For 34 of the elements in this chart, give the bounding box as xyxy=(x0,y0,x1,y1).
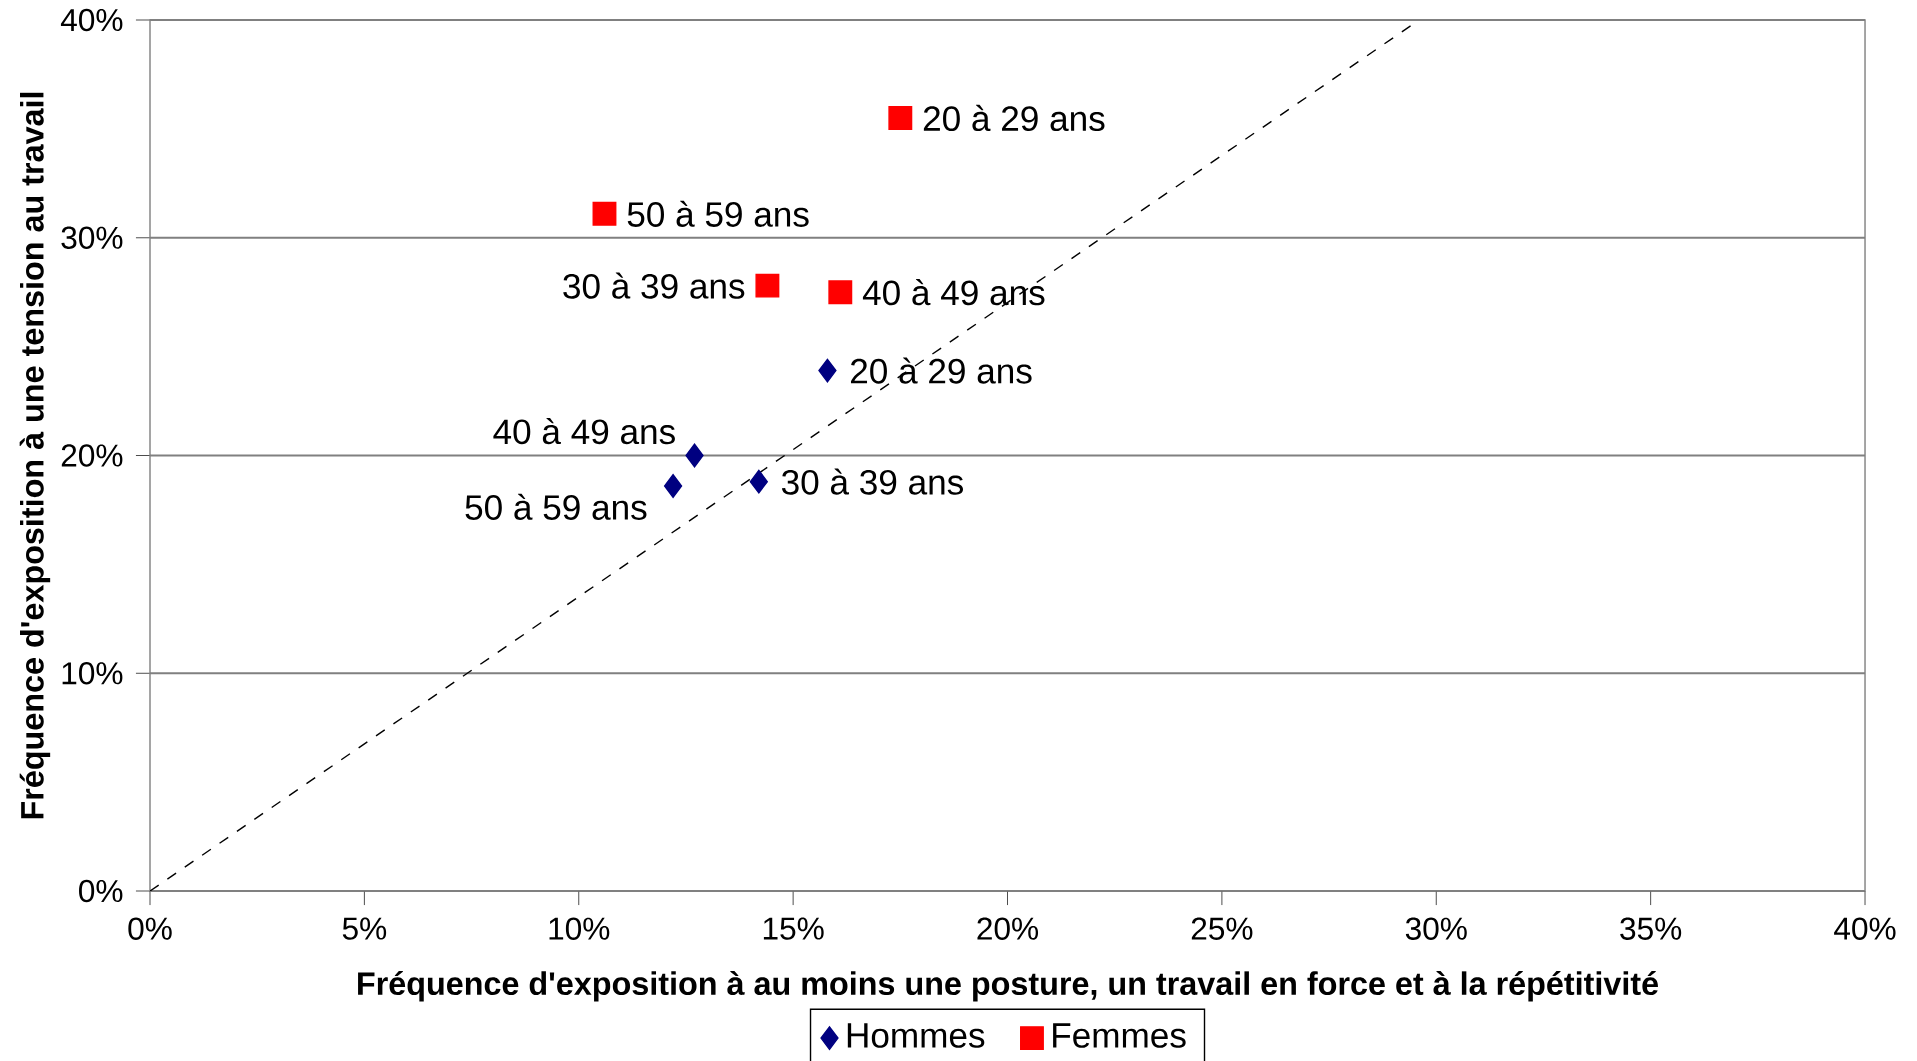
y-tick-label: 0% xyxy=(79,879,123,903)
annotation: 40 à 49 ans xyxy=(862,279,1045,306)
y-tick-label: 40% xyxy=(60,8,123,32)
point xyxy=(749,469,768,494)
annotation: 40 à 49 ans xyxy=(493,418,675,445)
x-tick-label: 25% xyxy=(1191,917,1253,940)
legend-label: Femmes xyxy=(1053,1023,1186,1048)
point xyxy=(755,273,780,298)
x-tick-label: 0% xyxy=(128,917,172,940)
point xyxy=(663,474,683,498)
point xyxy=(828,280,853,305)
annotation: 50 à 59 ans xyxy=(627,200,809,227)
annotation: 30 à 39 ans xyxy=(563,272,745,299)
x-tick-label: 30% xyxy=(1405,917,1467,940)
point xyxy=(592,201,617,226)
x-axis-title: Fréquence d'exposition à au moins une posture, un travail en force et à la répétitivité xyxy=(358,971,1658,1002)
point xyxy=(685,443,704,468)
x-tick-label: 15% xyxy=(763,917,824,940)
x-tick-label: 40% xyxy=(1834,917,1896,940)
x-tick-label: 10% xyxy=(549,917,610,940)
point xyxy=(818,358,837,383)
y-tick-label: 30% xyxy=(61,226,123,249)
annotation: 20 à 29 ans xyxy=(850,357,1032,384)
y-tick-label: 20% xyxy=(61,444,123,467)
legend-label: Hommes xyxy=(847,1023,985,1048)
y-tick-label: 10% xyxy=(62,662,123,685)
annotation: 50 à 59 ans xyxy=(465,493,647,520)
x-tick-label: 5% xyxy=(342,917,387,940)
x-tick-label: 20% xyxy=(977,917,1039,940)
annotation: 30 à 39 ans xyxy=(781,468,964,495)
y-axis-title: Fréquence d'exposition à une tension au travail xyxy=(19,92,51,819)
point xyxy=(888,106,913,130)
x-tick-label: 35% xyxy=(1620,917,1682,940)
annotation: 20 à 29 ans xyxy=(923,104,1105,132)
